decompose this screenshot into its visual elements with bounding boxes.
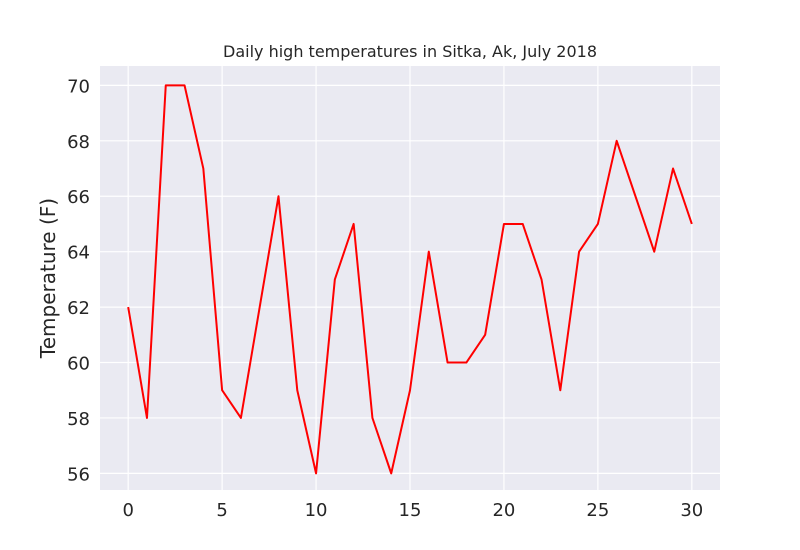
y-tick-label: 60 <box>67 354 90 375</box>
x-tick-label: 15 <box>399 500 422 521</box>
y-tick-label: 62 <box>67 298 90 319</box>
x-axis-ticks: 0 5 10 15 20 25 30 <box>122 500 703 521</box>
x-tick-label: 30 <box>680 500 703 521</box>
x-tick-label: 5 <box>216 500 227 521</box>
x-tick-label: 20 <box>492 500 515 521</box>
series-layer <box>127 84 693 475</box>
x-tick-label: 0 <box>122 500 133 521</box>
x-tick-label: 25 <box>586 500 609 521</box>
chart-title: Daily high temperatures in Sitka, Ak, Ju… <box>223 42 597 61</box>
y-tick-label: 66 <box>67 187 90 208</box>
y-axis-ticks: 56 58 60 62 64 66 68 70 <box>67 76 90 485</box>
y-tick-label: 56 <box>67 464 90 485</box>
y-axis-label: Temperature (F) <box>36 198 60 359</box>
y-tick-label: 70 <box>67 76 90 97</box>
grid <box>100 66 720 490</box>
y-tick-label: 68 <box>67 132 90 153</box>
y-tick-label: 58 <box>67 409 90 430</box>
series-line <box>127 84 693 475</box>
y-tick-label: 64 <box>67 243 90 264</box>
x-tick-label: 10 <box>305 500 328 521</box>
